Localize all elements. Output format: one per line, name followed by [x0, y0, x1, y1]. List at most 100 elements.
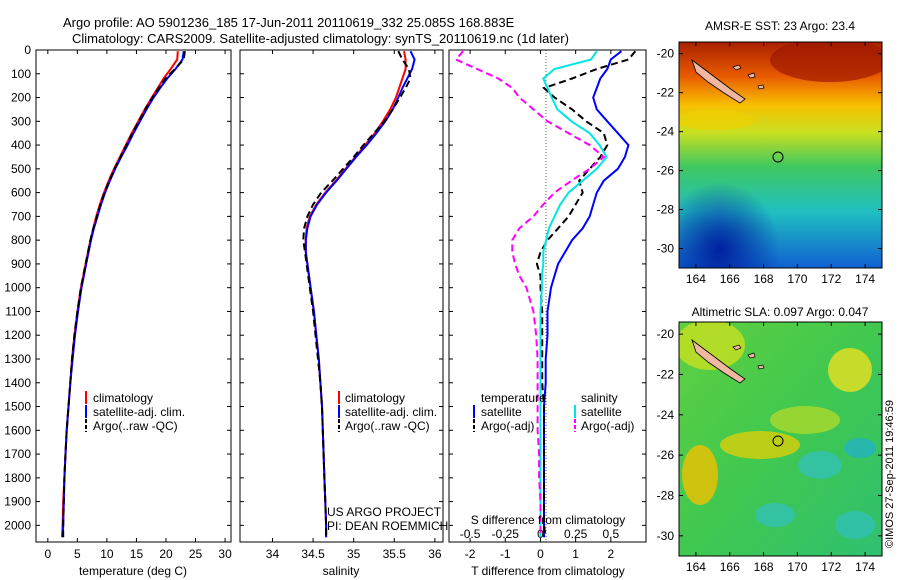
depth-tick-label: 1000: [4, 281, 31, 295]
difference-series: [454, 50, 637, 538]
lat-tick-label: -24: [657, 408, 675, 422]
x-tick-label: 30: [218, 547, 232, 561]
x-tick-label: 1: [572, 547, 579, 561]
difference-legend: temperature salinity satellite Argo(-adj…: [473, 391, 634, 433]
series-line-satellite: [539, 50, 608, 538]
s-diff-tick-label: -0.5: [460, 527, 481, 541]
x-tick-label: 36: [428, 547, 442, 561]
sla-map-frame: [678, 321, 883, 557]
salinity-series: [302, 50, 416, 538]
s-diff-tick-label: -0.25: [492, 527, 520, 541]
lat-tick-label: -30: [657, 529, 675, 543]
depth-tick-label: 1300: [4, 352, 31, 366]
series-line-argo-raw-qc-: [302, 50, 412, 538]
lon-tick-label: 174: [855, 560, 875, 574]
series-line-argo-adj-: [454, 50, 606, 538]
legend-label-climatology: climatology: [345, 391, 405, 405]
argo-float-marker: [772, 151, 784, 163]
lon-tick-label: 168: [754, 560, 774, 574]
series-line-argo-adj-: [535, 50, 637, 538]
legend-heading-salinity: salinity: [581, 391, 618, 405]
lat-tick-label: -22: [657, 367, 675, 381]
sst-map-panel: AMSR-E SST: 23 Argo: 23.4 164 166 168 170 17…: [657, 19, 883, 286]
legend-label-t-satellite: satellite: [481, 405, 522, 419]
lat-tick-label: -28: [657, 203, 675, 217]
x-tick-label: 35.5: [383, 547, 407, 561]
series-line-argo-raw-qc-: [62, 51, 186, 538]
project-line-1: US ARGO PROJECT: [327, 505, 442, 519]
lon-tick-label: 174: [855, 272, 875, 286]
x-tick-label: 34.5: [301, 547, 325, 561]
x-tick-label: 25: [189, 547, 203, 561]
sla-map-title: Altimetric SLA: 0.097 Argo: 0.047: [692, 305, 869, 319]
t-difference-x-axis: -2 -1 0 1 2: [449, 49, 646, 561]
depth-tick-label: 1800: [4, 471, 31, 485]
legend-label-argo: Argo(..raw -QC): [93, 419, 178, 433]
depth-tick-label: 800: [11, 233, 31, 247]
loyalty-islands: [732, 64, 765, 90]
title-line-2: Climatology: CARS2009. Satellite-adjuste…: [72, 31, 569, 46]
lon-tick-label: 170: [787, 272, 807, 286]
depth-tick-label: 400: [11, 138, 31, 152]
project-line-2: PI: DEAN ROEMMICH: [327, 519, 448, 533]
lon-tick-label: 172: [821, 272, 841, 286]
depth-tick-label: 900: [11, 257, 31, 271]
legend-label-climatology: climatology: [93, 391, 153, 405]
salinity-x-axis: 34 34.5 35 35.5 36: [240, 49, 443, 561]
depth-tick-label: 2000: [4, 518, 31, 532]
salinity-legend: climatology satellite-adj. clim. Argo(..…: [338, 391, 437, 433]
lon-tick-label: 164: [686, 272, 706, 286]
legend-label-argo: Argo(..raw -QC): [345, 419, 430, 433]
x-tick-label: 0: [537, 547, 544, 561]
legend-heading-temperature: temperature: [481, 391, 546, 405]
x-tick-label: 0: [44, 547, 51, 561]
difference-panel: -2 -1 0 1 2 -0.5 -0.25 0 0.25 0.5 S difference f…: [448, 49, 647, 578]
temperature-panel: 0100200300400500600700800900100011001200…: [4, 43, 232, 578]
salinity-x-label: salinity: [323, 564, 360, 578]
depth-tick-label: 0: [24, 43, 31, 57]
depth-tick-label: 1100: [5, 304, 31, 318]
argo-float-marker: [772, 435, 784, 447]
legend-label-satellite: satellite-adj. clim.: [93, 405, 185, 419]
temperature-x-axis: 0 5 10 15 20 25 30: [44, 50, 232, 561]
depth-tick-label: 1700: [4, 447, 31, 461]
depth-axis: 0 100 200 300 400 500 600 700 800 900 1000 1100 1200…: [4, 43, 231, 532]
lon-tick-label: 164: [686, 560, 706, 574]
lat-tick-label: -20: [657, 47, 675, 61]
depth-tick-label: 500: [11, 162, 31, 176]
x-tick-label: 20: [159, 547, 173, 561]
lon-tick-label: 168: [754, 272, 774, 286]
x-tick-label: -2: [465, 547, 476, 561]
lon-tick-label: 172: [821, 560, 841, 574]
sla-map-axes: 164 166 168 170 172 174 -20 -22 -24 -26 -28 -30: [657, 322, 882, 574]
depth-tick-label: 1200: [4, 328, 31, 342]
lat-tick-label: -22: [657, 86, 675, 100]
new-caledonia-island: [691, 338, 746, 384]
sst-map-title: AMSR-E SST: 23 Argo: 23.4: [705, 19, 855, 33]
depth-tick-label: 300: [11, 114, 31, 128]
new-caledonia-island: [691, 58, 746, 104]
depth-tick-label: 200: [11, 91, 31, 105]
imos-credit: ©IMOS 27-Sep-2011 19:46:59: [884, 400, 896, 548]
depth-tick-label: 1900: [4, 495, 31, 509]
sst-map-axes: 164 166 168 170 172 174 -20 -22 -24 -26 -28 -30: [657, 42, 882, 286]
salinity-panel: 34 34.5 35 35.5 36 salinity climatology sate…: [239, 49, 448, 578]
s-diff-tick-label: 0.5: [602, 527, 619, 541]
lon-tick-label: 170: [787, 560, 807, 574]
depth-tick-label: 700: [11, 209, 31, 223]
legend-label-satellite: satellite-adj. clim.: [345, 405, 437, 419]
x-tick-label: 35: [347, 547, 361, 561]
x-tick-label: 5: [74, 547, 81, 561]
title-line-1: Argo profile: AO 5901236_185 17-Jun-2011…: [63, 15, 515, 30]
x-tick-label: 10: [100, 547, 114, 561]
depth-tick-label: 1600: [4, 423, 31, 437]
salinity-plot-frame: [239, 49, 444, 543]
lat-tick-label: -26: [657, 448, 675, 462]
lat-tick-label: -24: [657, 125, 675, 139]
depth-tick-label: 600: [11, 186, 31, 200]
lat-tick-label: -20: [657, 327, 675, 341]
legend-label-t-argo: Argo(-adj): [481, 419, 534, 433]
depth-tick-label: 100: [11, 67, 31, 81]
x-tick-label: -1: [500, 547, 511, 561]
loyalty-islands: [732, 344, 765, 370]
